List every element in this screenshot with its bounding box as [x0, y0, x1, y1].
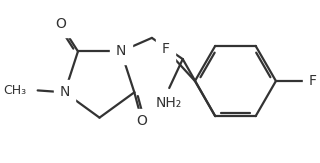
Text: NH₂: NH₂: [156, 96, 182, 110]
Text: O: O: [137, 114, 148, 128]
Text: F: F: [162, 42, 170, 56]
Text: N: N: [116, 44, 126, 58]
Text: CH₃: CH₃: [3, 84, 26, 97]
Text: F: F: [309, 74, 317, 88]
Text: O: O: [55, 17, 66, 31]
Text: N: N: [60, 85, 70, 99]
